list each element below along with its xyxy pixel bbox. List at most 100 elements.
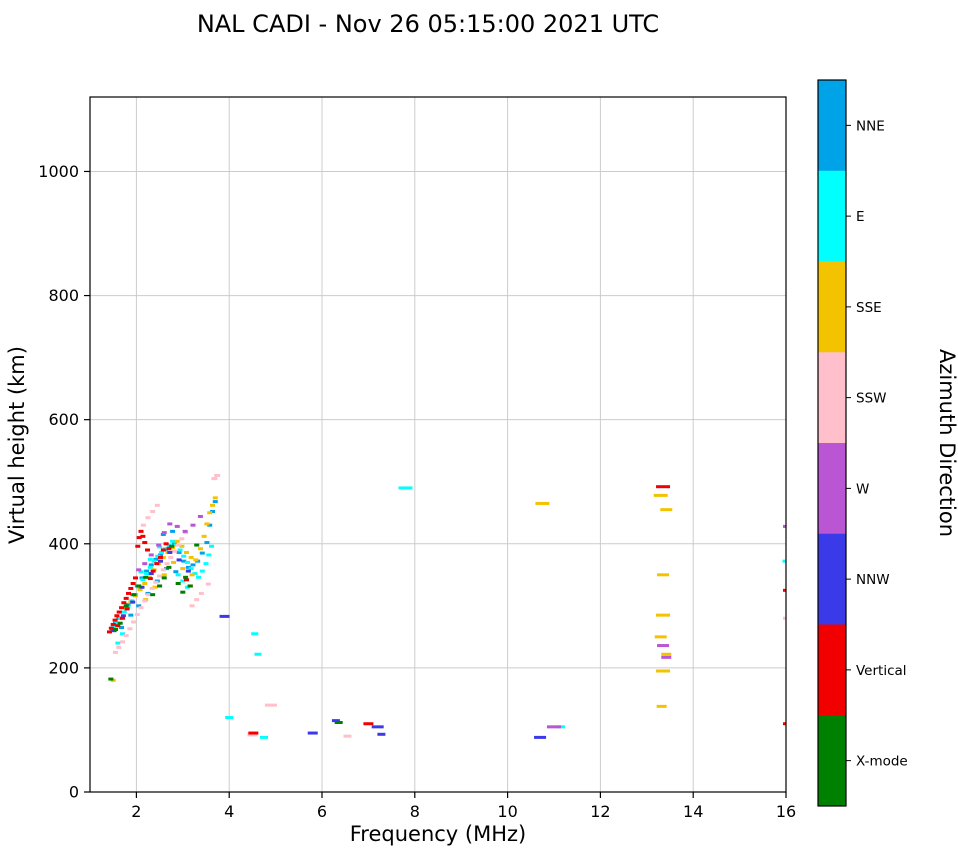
data-point-e [188,567,194,571]
data-point-w [148,553,154,557]
data-point-ssw [153,580,159,584]
data-point-w [156,543,162,547]
x-tick-label: 2 [131,802,141,821]
data-point-w [167,522,173,526]
data-point-x-mode [123,604,129,608]
colorbar-segment-x-mode [818,715,846,807]
data-point-x-mode [334,721,343,724]
data-point-vertical [128,586,134,590]
colorbar-segment-sse [818,261,846,353]
data-point-ssw [168,555,174,559]
data-point-e [155,554,161,558]
data-point-vertical [123,596,129,600]
data-point-vertical [160,548,166,552]
y-tick-label: 600 [48,410,79,429]
data-point-nnw [331,719,340,723]
data-point-nne [153,557,159,561]
data-point-ssw [343,734,352,738]
x-tick-label: 8 [410,802,420,821]
data-point-nnw [307,731,318,735]
data-point-e [177,548,183,552]
chart-title: NAL CADI - Nov 26 05:15:00 2021 UTC [197,10,659,38]
grid-lines [90,97,787,793]
data-point-e [151,559,157,563]
data-point-sse [188,555,194,559]
data-point-ssw [194,598,200,602]
data-point-e [199,569,205,573]
data-point-nne [148,563,154,567]
data-point-w [174,524,180,528]
data-point-nnw [534,735,547,739]
data-point-vertical [114,614,120,618]
data-point-ssw [131,620,137,624]
data-point-e [147,557,153,561]
x-tick-label: 6 [317,802,327,821]
plot-border [89,96,787,793]
colorbar-tick-label: NNW [856,572,890,588]
colorbar: NNE E SSE SSW W NNW Vertical X-mode [817,79,908,807]
data-point-x-mode [187,584,193,588]
scatter-points [106,474,786,739]
colorbar-tick-label: SSW [856,391,887,407]
data-point-ssw [154,503,160,507]
data-point-sse [212,496,218,500]
data-point-vertical [163,542,169,546]
data-point-w [182,529,188,533]
colorbar-segment-e [818,170,846,262]
data-point-ssw [171,549,177,553]
data-point-x-mode [131,593,137,597]
data-point-sse [201,534,207,538]
data-point-ssw [123,634,129,638]
data-point-vertical [154,562,160,566]
colorbar-segment-vertical [818,624,846,716]
colorbar-title: Azimuth Direction [935,349,958,537]
data-point-w [142,562,148,566]
data-point-ssw [116,645,122,649]
data-point-nnw [167,550,173,554]
colorbar-segment-nnw [818,533,846,625]
data-point-e [203,562,209,566]
data-point-x-mode [161,576,167,580]
data-point-sse [654,635,667,639]
data-point-vertical [783,588,786,592]
data-point-vertical [363,722,374,726]
data-point-ssw [179,537,185,541]
data-point-ssw [164,562,170,566]
data-point-nne [170,529,176,533]
y-axis-label: Virtual height (km) [5,346,29,544]
data-point-w [783,524,786,528]
data-point-x-mode [183,575,189,579]
x-tick-label: 14 [683,802,703,821]
data-point-sse [207,511,213,515]
data-point-e [147,565,153,569]
x-tick-label: 10 [497,802,517,821]
data-point-vertical [115,624,121,628]
data-point-e [196,575,202,579]
data-point-sse [656,669,671,673]
data-point-nne [119,626,125,630]
data-point-vertical [145,548,151,552]
data-point-nnw [120,614,126,618]
data-point-ssw [783,616,786,620]
data-point-sse [535,501,550,505]
data-point-vertical [656,485,671,489]
data-point-x-mode [150,593,156,597]
data-point-e [225,716,234,720]
data-point-ssw [145,516,151,520]
data-point-sse [160,555,166,559]
data-point-vertical [119,616,125,620]
data-point-e [157,545,163,549]
data-point-vertical [106,630,112,634]
data-point-e [158,550,164,554]
data-point-sse [171,560,177,564]
data-point-ssw [205,582,211,586]
colorbar-tick-label: E [856,209,865,225]
data-point-e [192,572,198,576]
data-point-e [140,578,146,582]
y-tick-label: 1000 [38,162,79,181]
data-point-nne [173,570,179,574]
data-point-nne [136,604,142,608]
data-point-nne [144,569,150,573]
data-point-sse [209,503,215,507]
